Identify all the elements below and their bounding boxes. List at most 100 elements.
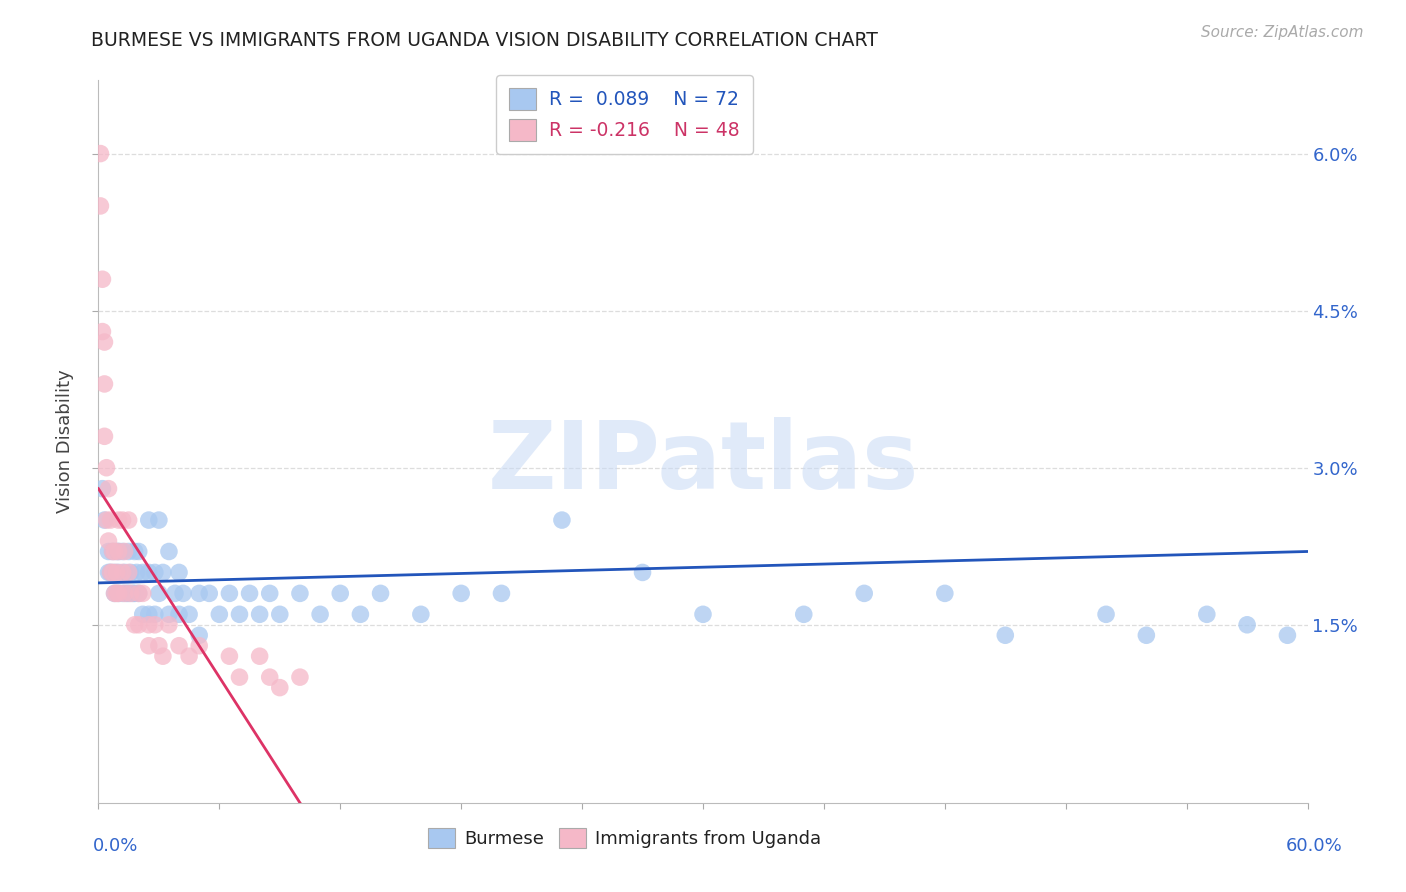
Text: BURMESE VS IMMIGRANTS FROM UGANDA VISION DISABILITY CORRELATION CHART: BURMESE VS IMMIGRANTS FROM UGANDA VISION… <box>91 31 879 50</box>
Point <box>107 566 129 580</box>
Point <box>105 544 128 558</box>
Point <box>1095 607 1118 622</box>
Point <box>111 566 134 580</box>
Point <box>259 586 281 600</box>
Point <box>91 325 114 339</box>
Point <box>124 586 146 600</box>
Point <box>114 586 136 600</box>
Point <box>188 586 211 600</box>
Point <box>288 670 311 684</box>
Point <box>100 566 122 580</box>
Point <box>269 607 291 622</box>
Point <box>105 586 128 600</box>
Point <box>97 544 120 558</box>
Point <box>91 272 114 286</box>
Point <box>128 544 150 558</box>
Point <box>111 513 134 527</box>
Point <box>631 566 654 580</box>
Point <box>167 566 190 580</box>
Point <box>89 146 111 161</box>
Point <box>114 566 136 580</box>
Y-axis label: Vision Disability: Vision Disability <box>56 369 75 514</box>
Point <box>138 607 160 622</box>
Point <box>97 566 120 580</box>
Point <box>179 607 201 622</box>
Point <box>132 566 155 580</box>
Point <box>188 628 211 642</box>
Point <box>934 586 956 600</box>
Point <box>120 566 142 580</box>
Point <box>179 649 201 664</box>
Point <box>128 586 150 600</box>
Point <box>120 586 142 600</box>
Point <box>138 617 160 632</box>
Point <box>450 586 472 600</box>
Point <box>1277 628 1299 642</box>
Text: 0.0%: 0.0% <box>93 837 138 855</box>
Point <box>97 534 120 549</box>
Point <box>103 566 125 580</box>
Point <box>96 460 118 475</box>
Point <box>228 670 250 684</box>
Point <box>994 628 1017 642</box>
Point <box>107 513 129 527</box>
Point <box>409 607 432 622</box>
Point <box>198 586 221 600</box>
Point <box>259 670 281 684</box>
Point <box>107 544 129 558</box>
Point <box>218 649 240 664</box>
Point <box>100 513 122 527</box>
Point <box>692 607 714 622</box>
Point <box>249 649 271 664</box>
Point <box>132 586 155 600</box>
Point <box>172 586 194 600</box>
Point <box>121 586 143 600</box>
Point <box>370 586 392 600</box>
Point <box>138 513 160 527</box>
Point <box>93 334 115 349</box>
Point <box>125 566 148 580</box>
Point <box>349 607 371 622</box>
Point <box>143 566 166 580</box>
Text: Source: ZipAtlas.com: Source: ZipAtlas.com <box>1201 25 1364 40</box>
Point <box>491 586 513 600</box>
Point <box>118 586 141 600</box>
Point <box>249 607 271 622</box>
Point <box>1195 607 1218 622</box>
Point <box>114 544 136 558</box>
Point <box>118 513 141 527</box>
Point <box>128 617 150 632</box>
Point <box>96 513 118 527</box>
Point <box>309 607 332 622</box>
Point <box>148 586 170 600</box>
Point <box>93 376 115 391</box>
Point <box>157 607 180 622</box>
Point <box>228 607 250 622</box>
Point <box>118 566 141 580</box>
Point <box>89 199 111 213</box>
Point <box>124 617 146 632</box>
Point <box>143 607 166 622</box>
Point <box>793 607 815 622</box>
Point <box>288 586 311 600</box>
Point <box>167 639 190 653</box>
Point <box>1135 628 1157 642</box>
Point <box>138 566 160 580</box>
Point <box>97 482 120 496</box>
Point <box>167 607 190 622</box>
Point <box>101 544 124 558</box>
Point <box>148 513 170 527</box>
Point <box>148 639 170 653</box>
Point <box>143 617 166 632</box>
Point <box>107 544 129 558</box>
Point <box>329 586 352 600</box>
Point <box>128 586 150 600</box>
Point <box>138 639 160 653</box>
Point <box>103 586 125 600</box>
Point <box>157 617 180 632</box>
Point <box>103 586 125 600</box>
Point <box>269 681 291 695</box>
Point <box>100 566 122 580</box>
Point <box>118 544 141 558</box>
Point <box>1236 617 1258 632</box>
